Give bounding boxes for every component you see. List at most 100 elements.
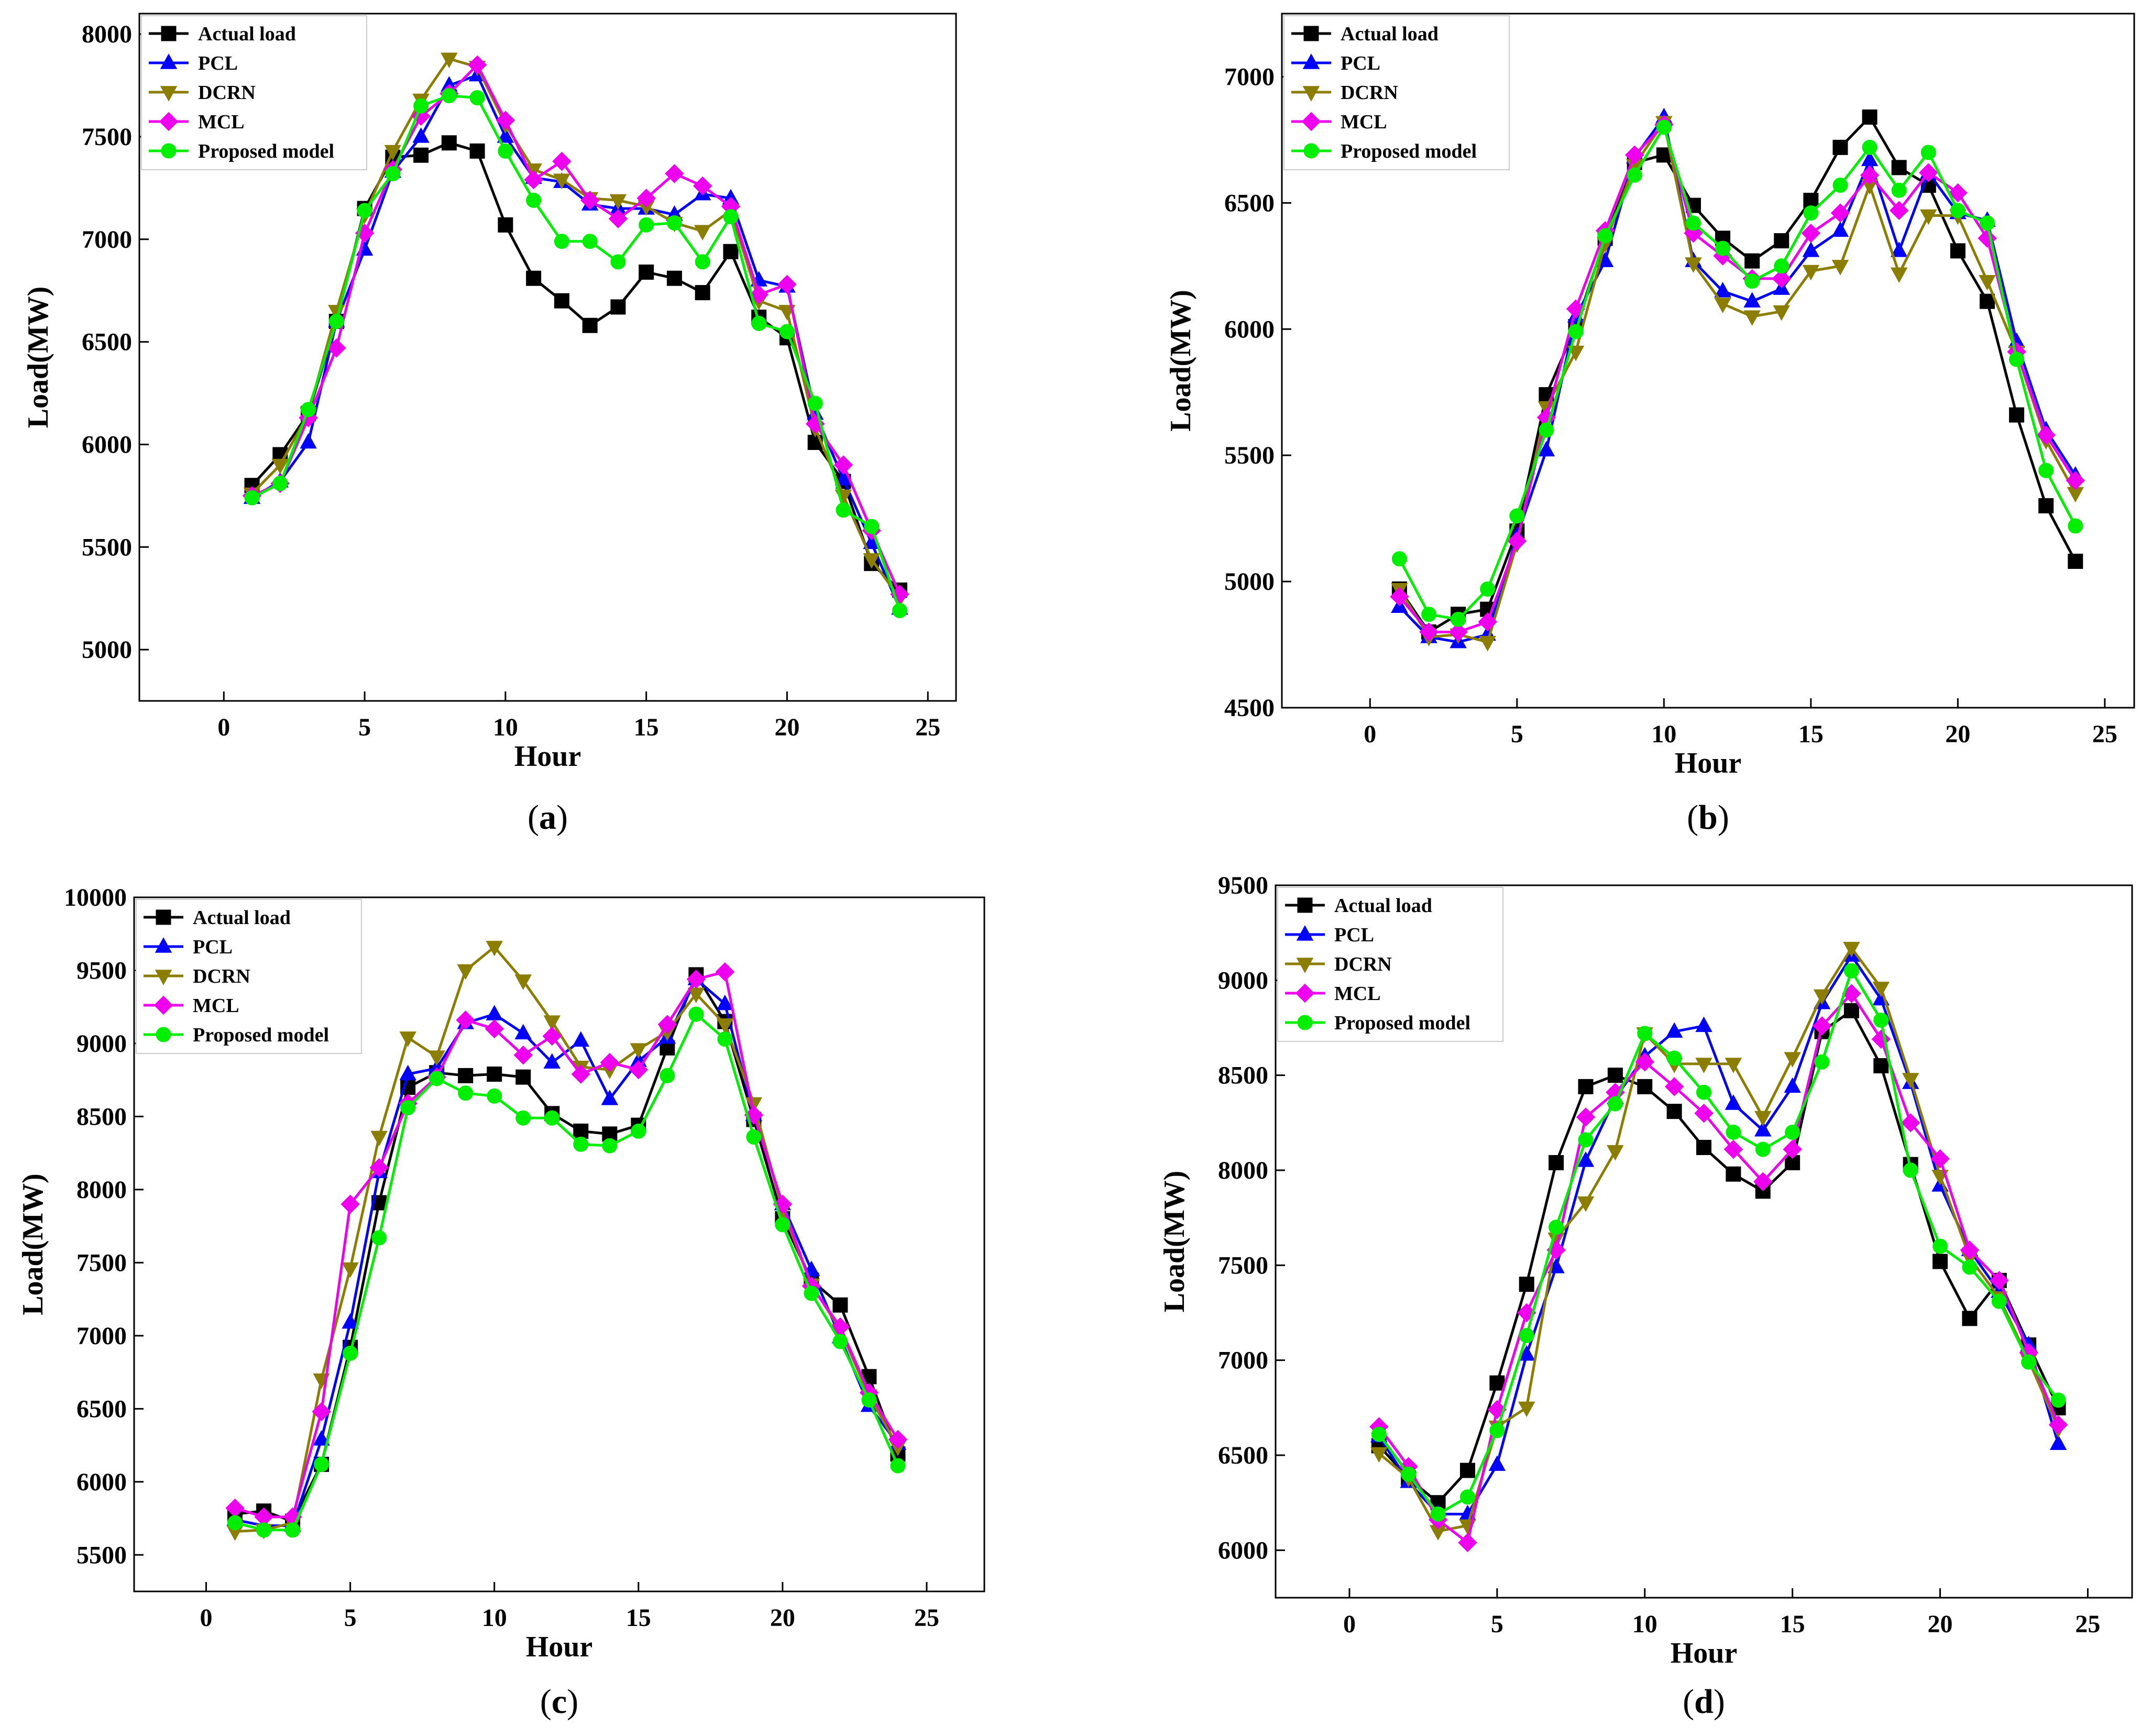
data-point xyxy=(631,1123,646,1139)
data-point xyxy=(1480,581,1496,597)
data-point xyxy=(553,173,570,190)
legend-marker xyxy=(1303,143,1319,159)
x-tick-label: 15 xyxy=(1780,1610,1805,1638)
data-point xyxy=(1656,119,1672,135)
data-point xyxy=(693,176,712,196)
data-point xyxy=(313,1430,330,1446)
legend-label: MCL xyxy=(198,111,245,133)
data-point xyxy=(1990,1271,2009,1290)
x-tick-label: 5 xyxy=(1491,1610,1503,1638)
data-point xyxy=(1979,293,1995,309)
data-point xyxy=(552,151,572,171)
x-tick-label: 15 xyxy=(626,1604,651,1632)
data-point xyxy=(1509,508,1525,524)
data-point xyxy=(1843,941,1860,958)
data-point xyxy=(1725,1058,1742,1073)
data-point xyxy=(2021,1354,2037,1370)
legend-label: PCL xyxy=(1334,924,1374,946)
y-tick-label: 7000 xyxy=(76,1322,127,1350)
data-point xyxy=(610,254,626,270)
data-point xyxy=(695,285,710,301)
legend: Actual load PCL DCRN MCL Proposed model xyxy=(136,899,362,1054)
data-point xyxy=(1832,139,1848,155)
data-point xyxy=(2009,407,2025,423)
x-tick-label: 25 xyxy=(914,1604,939,1632)
data-point xyxy=(751,315,767,331)
data-point xyxy=(2036,425,2056,445)
legend-label: Proposed model xyxy=(1334,1012,1470,1034)
data-point xyxy=(1549,1219,1564,1235)
data-point xyxy=(716,1018,734,1034)
y-tick-label: 5500 xyxy=(76,1541,127,1569)
data-point xyxy=(1665,1022,1683,1038)
data-point xyxy=(1726,1124,1741,1140)
panel-caption: (c) xyxy=(540,1683,578,1721)
data-point xyxy=(1430,1506,1446,1522)
legend-label: Actual load xyxy=(193,907,291,929)
data-point xyxy=(1568,324,1584,339)
x-tick-label: 5 xyxy=(358,713,371,741)
data-point xyxy=(1784,1077,1801,1093)
data-point xyxy=(413,147,429,163)
data-point xyxy=(746,1129,762,1145)
data-point xyxy=(1488,1455,1506,1471)
data-point xyxy=(486,1005,503,1020)
data-point xyxy=(526,192,542,208)
data-point xyxy=(1890,241,1908,257)
data-point xyxy=(1784,1052,1801,1068)
series-line-mcl xyxy=(1398,123,2077,633)
data-point xyxy=(1902,1073,1919,1089)
chart-panel-b: 4500 5000 5500 6000 6500 7000 0 5 10 15 20 25 Hour Lo… xyxy=(1165,13,2135,837)
data-point xyxy=(2009,351,2025,367)
data-point xyxy=(1873,1058,1889,1074)
data-point xyxy=(384,145,402,161)
data-point xyxy=(369,1158,389,1178)
data-point xyxy=(341,1194,360,1214)
y-tick-label: 7500 xyxy=(82,123,132,151)
data-point xyxy=(1666,1050,1682,1066)
data-point xyxy=(1814,1054,1830,1070)
y-tick-label: 8000 xyxy=(1218,1157,1268,1184)
series-line-mcl xyxy=(251,63,901,595)
data-point xyxy=(1419,622,1439,642)
data-point xyxy=(832,1297,848,1313)
data-point xyxy=(1518,1345,1535,1361)
y-tick-label: 8000 xyxy=(76,1176,127,1204)
data-point xyxy=(861,1392,877,1408)
plot-frame xyxy=(133,896,985,1592)
data-point xyxy=(301,402,316,417)
data-point xyxy=(227,1515,243,1531)
legend-label: PCL xyxy=(193,936,233,958)
data-point xyxy=(1831,221,1849,237)
data-point xyxy=(1421,607,1437,622)
data-point xyxy=(835,470,852,486)
x-tick-label: 20 xyxy=(1945,720,1970,748)
data-point xyxy=(888,1430,908,1449)
data-point xyxy=(1950,243,1966,259)
data-point xyxy=(1891,160,1907,175)
data-point xyxy=(1743,292,1761,307)
data-point xyxy=(608,209,628,228)
data-point xyxy=(807,395,823,411)
data-point xyxy=(399,1031,416,1047)
data-point xyxy=(327,338,346,358)
data-point xyxy=(804,1285,819,1301)
data-point xyxy=(2038,463,2054,478)
series-line-dcrn xyxy=(1398,120,2077,644)
data-point xyxy=(639,217,654,233)
data-point xyxy=(2050,1392,2066,1408)
y-axis-title: Load(MW) xyxy=(1165,290,1197,432)
series-line-pcl xyxy=(1398,116,2077,644)
data-point xyxy=(777,274,797,294)
legend-marker xyxy=(1303,26,1319,41)
data-point xyxy=(1979,215,1995,231)
series-line-actual-load xyxy=(1378,1009,2060,1504)
data-point xyxy=(1695,1016,1712,1032)
data-point xyxy=(1726,1166,1741,1182)
legend-marker xyxy=(161,143,177,159)
y-tick-label: 9000 xyxy=(1218,966,1268,994)
data-point xyxy=(486,941,503,957)
data-point xyxy=(1802,241,1820,257)
data-point xyxy=(1948,183,1968,203)
data-point xyxy=(1714,282,1731,298)
